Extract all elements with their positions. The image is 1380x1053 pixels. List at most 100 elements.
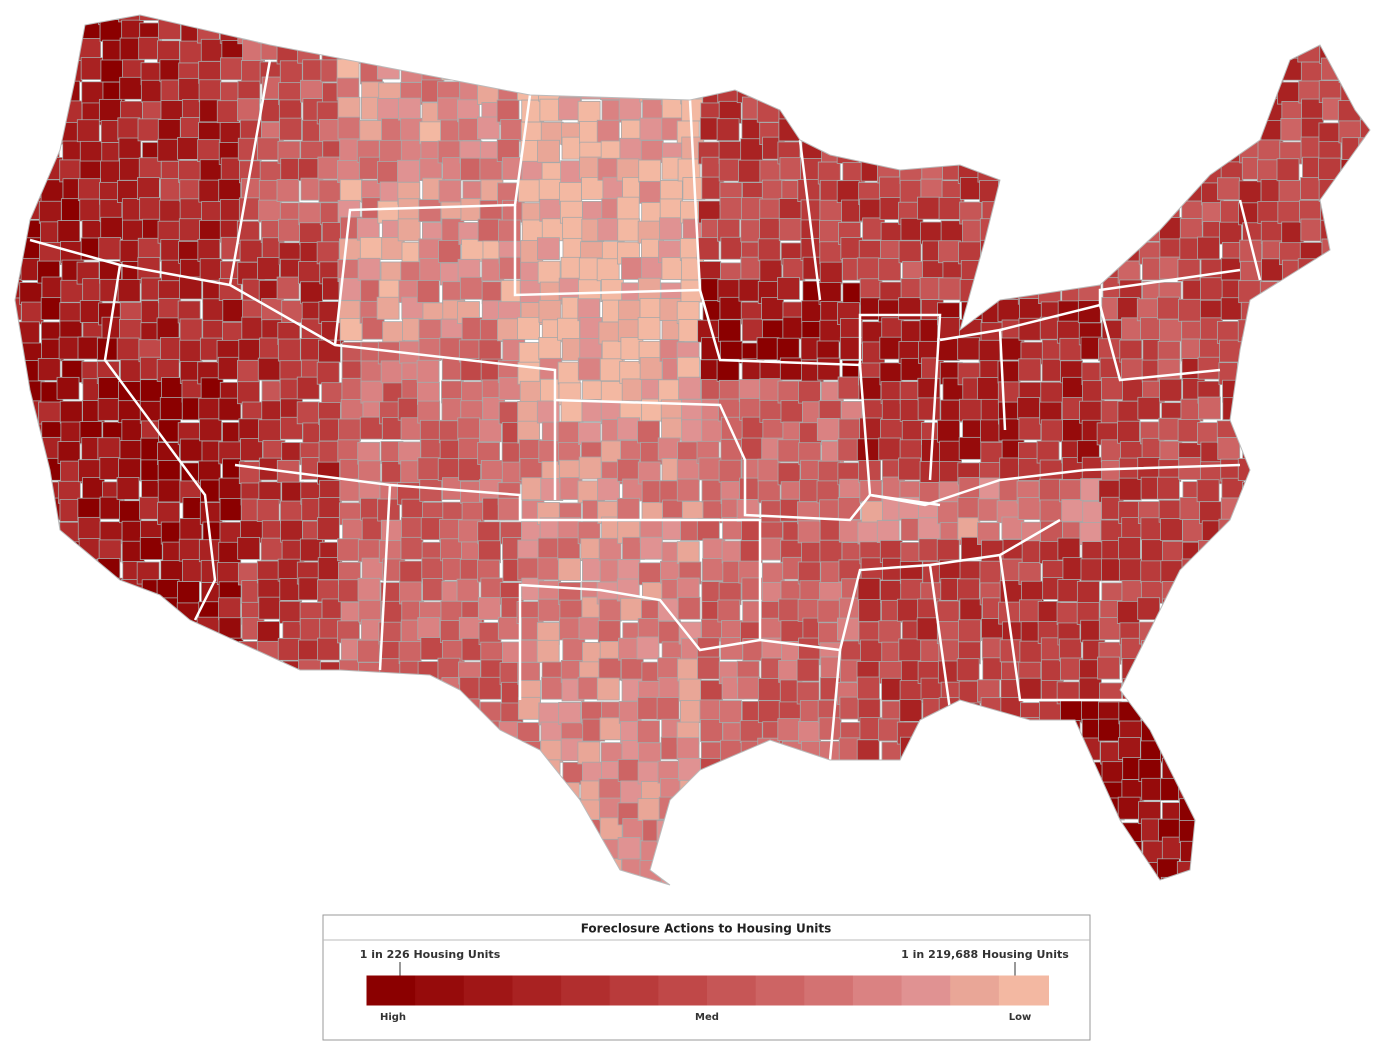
county-cell [638, 15, 662, 21]
county-cell [616, 497, 640, 521]
county-cell [759, 217, 782, 241]
county-cell [1299, 701, 1323, 724]
county-cell [219, 498, 243, 521]
county-cell [480, 577, 504, 601]
county-cell [881, 121, 905, 145]
county-cell [1339, 619, 1363, 643]
county-cell [15, 458, 20, 482]
county-cell [738, 159, 761, 183]
county-cell [798, 37, 822, 61]
county-cell [357, 639, 381, 663]
county-cell [38, 200, 62, 224]
county-cell [1019, 640, 1043, 664]
county-cell [99, 756, 123, 780]
county-cell [360, 841, 383, 865]
county-cell [241, 819, 265, 843]
county-cell [1282, 661, 1306, 684]
county-cell [481, 780, 505, 804]
legend-title: Foreclosure Actions to Housing Units [581, 922, 832, 936]
county-cell [921, 820, 945, 844]
county-cell [79, 198, 103, 222]
county-cell [1361, 200, 1370, 224]
county-cell [179, 761, 203, 785]
county-cell [656, 820, 680, 844]
county-cell [1059, 337, 1083, 361]
county-cell [1336, 359, 1360, 383]
county-cell [477, 739, 501, 762]
county-cell [319, 661, 343, 685]
county-cell [116, 337, 140, 361]
county-cell [117, 661, 141, 685]
county-cell [1040, 381, 1064, 405]
county-cell [399, 881, 423, 885]
county-cell [421, 21, 445, 44]
county-cell [1198, 837, 1222, 861]
county-cell [1282, 597, 1306, 621]
county-cell [496, 99, 520, 123]
county-cell [637, 22, 661, 45]
county-cell [77, 777, 100, 801]
county-cell [1156, 19, 1180, 43]
county-cell [180, 639, 204, 662]
county-cell [862, 880, 886, 885]
county-cell [979, 798, 1003, 822]
county-cell [1062, 40, 1085, 64]
county-cell [37, 696, 61, 720]
county-cell [381, 820, 405, 844]
county-cell [417, 661, 441, 684]
county-cell [1061, 98, 1085, 122]
county-cell [1076, 581, 1100, 604]
county-cell [257, 681, 281, 705]
county-cell [580, 76, 604, 100]
county-cell [1201, 77, 1225, 100]
county-cell [1018, 881, 1042, 885]
county-cell [778, 598, 802, 622]
county-cell [922, 18, 946, 42]
county-cell [341, 15, 365, 23]
county-cell [999, 21, 1023, 45]
county-cell [381, 118, 404, 141]
county-cell [1281, 638, 1305, 662]
county-cell [1222, 122, 1246, 146]
county-cell [618, 97, 642, 121]
county-cell [1101, 98, 1125, 122]
county-cell [337, 776, 361, 800]
county-cell [497, 881, 521, 885]
county-cell [1278, 180, 1302, 203]
county-cell [976, 101, 1000, 125]
county-cell [1161, 581, 1185, 604]
county-cell [500, 119, 524, 142]
county-cell [1337, 838, 1361, 862]
county-cell [1318, 297, 1342, 320]
county-cell [15, 382, 22, 405]
county-cell [1040, 97, 1064, 121]
county-cell [302, 837, 326, 860]
county-cell [538, 19, 562, 43]
county-cell [15, 341, 23, 365]
county-cell [1038, 181, 1062, 205]
county-cell [1036, 21, 1060, 45]
county-cells [15, 15, 1370, 885]
county-cell [222, 880, 246, 885]
county-cell [1018, 417, 1042, 441]
county-cell [1340, 399, 1364, 422]
county-cell [15, 15, 20, 20]
county-cell [218, 617, 242, 641]
county-cell [300, 702, 324, 726]
county-cell [676, 478, 700, 502]
county-cell [198, 659, 222, 683]
county-cell [257, 621, 280, 644]
county-cell [1018, 358, 1042, 382]
county-cell [1122, 15, 1146, 25]
county-cell [158, 860, 182, 884]
county-cell [1256, 697, 1280, 721]
county-cell [417, 617, 441, 641]
county-cell [938, 197, 962, 220]
county-cell [699, 817, 723, 841]
county-cell [1238, 761, 1261, 785]
county-cell [822, 759, 846, 783]
county-cell [721, 15, 745, 24]
county-cell [1336, 678, 1360, 701]
county-cell [1302, 599, 1326, 623]
county-cell [1360, 56, 1370, 80]
